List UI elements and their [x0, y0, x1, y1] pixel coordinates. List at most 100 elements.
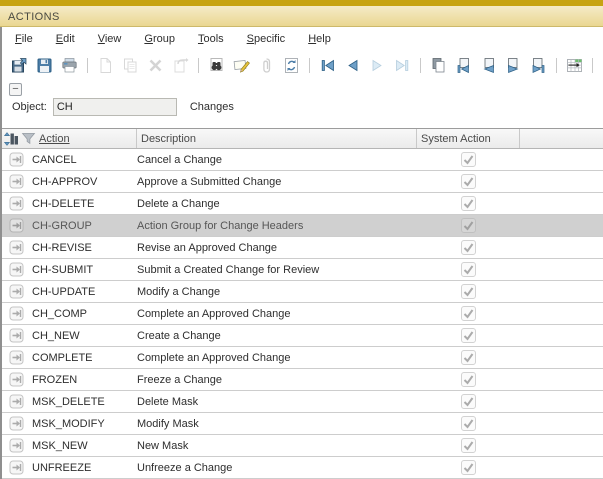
user-icon[interactable]: [598, 54, 603, 76]
refresh-icon[interactable]: [279, 54, 304, 76]
table-row[interactable]: UNFREEZE Unfreeze a Change: [2, 457, 603, 479]
text-editor-icon[interactable]: [229, 54, 254, 76]
menu-group[interactable]: Group: [144, 32, 175, 45]
system-action-checkbox: [461, 284, 476, 299]
table-row[interactable]: CANCEL Cancel a Change: [2, 149, 603, 171]
checkmark-icon: [463, 199, 474, 209]
table-row[interactable]: CH-SUBMIT Submit a Created Change for Re…: [2, 259, 603, 281]
table-row[interactable]: CH_COMP Complete an Approved Change: [2, 303, 603, 325]
table-row[interactable]: CH-REVISE Revise an Approved Change: [2, 237, 603, 259]
undo-icon[interactable]: [168, 54, 193, 76]
menu-view[interactable]: View: [97, 32, 122, 45]
open-record-icon[interactable]: [9, 218, 24, 233]
description-cell: Create a Change: [137, 329, 221, 342]
next-group-icon[interactable]: [501, 54, 526, 76]
object-panel: − Object: Changes: [2, 80, 603, 128]
description-cell: Complete an Approved Change: [137, 307, 291, 320]
table-row[interactable]: CH_NEW Create a Change: [2, 325, 603, 347]
toolbar-separator: [592, 57, 593, 73]
new-record-icon[interactable]: [93, 54, 118, 76]
open-record-icon[interactable]: [9, 196, 24, 211]
table-row[interactable]: CH-APPROV Approve a Submitted Change: [2, 171, 603, 193]
menu-tools[interactable]: Tools: [197, 32, 224, 45]
checkmark-icon: [463, 397, 474, 407]
prev-group-icon[interactable]: [476, 54, 501, 76]
records-icon[interactable]: [426, 54, 451, 76]
toolbar-separator: [87, 57, 88, 73]
column-header-empty: [520, 129, 603, 148]
table-row[interactable]: COMPLETE Complete an Approved Change: [2, 347, 603, 369]
checkmark-icon: [463, 441, 474, 451]
open-record-icon[interactable]: [9, 328, 24, 343]
system-action-checkbox: [461, 240, 476, 255]
open-record-icon[interactable]: [9, 152, 24, 167]
description-cell: Cancel a Change: [137, 153, 223, 166]
menu-file[interactable]: File: [15, 32, 33, 45]
open-record-icon[interactable]: [9, 174, 24, 189]
menu-help[interactable]: Help: [308, 32, 331, 45]
open-record-icon[interactable]: [9, 372, 24, 387]
object-input[interactable]: [52, 98, 177, 116]
table-row[interactable]: CH-DELETE Delete a Change: [2, 193, 603, 215]
sort-icon[interactable]: [3, 131, 19, 147]
last-record-icon[interactable]: [390, 54, 415, 76]
action-cell: MSK_DELETE: [32, 395, 105, 408]
print-icon[interactable]: [57, 54, 82, 76]
checkmark-icon: [463, 177, 474, 187]
system-action-checkbox: [461, 372, 476, 387]
attachment-icon[interactable]: [254, 54, 279, 76]
column-header-system-action[interactable]: System Action: [417, 129, 520, 148]
description-cell: Revise an Approved Change: [137, 241, 278, 254]
save-close-icon[interactable]: [7, 54, 32, 76]
menu-edit[interactable]: Edit: [55, 32, 75, 45]
filter-icon[interactable]: [21, 131, 36, 146]
open-record-icon[interactable]: [9, 240, 24, 255]
open-record-icon[interactable]: [9, 262, 24, 277]
first-record-icon[interactable]: [315, 54, 340, 76]
system-action-checkbox: [461, 328, 476, 343]
open-record-icon[interactable]: [9, 306, 24, 321]
open-record-icon[interactable]: [9, 460, 24, 475]
description-cell: Action Group for Change Headers: [137, 219, 304, 232]
table-header: Action Description System Action: [2, 128, 603, 149]
open-record-icon[interactable]: [9, 350, 24, 365]
open-record-icon[interactable]: [9, 284, 24, 299]
checkmark-icon: [463, 463, 474, 473]
table-body: CANCEL Cancel a Change CH-APPROV Approve…: [2, 149, 603, 479]
table-row[interactable]: MSK_MODIFY Modify Mask: [2, 413, 603, 435]
delete-icon[interactable]: [143, 54, 168, 76]
save-icon[interactable]: [32, 54, 57, 76]
action-cell: CH-REVISE: [32, 241, 92, 254]
prev-record-icon[interactable]: [340, 54, 365, 76]
next-record-icon[interactable]: [365, 54, 390, 76]
duplicate-icon[interactable]: [118, 54, 143, 76]
description-cell: Modify Mask: [137, 417, 199, 430]
table-row[interactable]: CH-UPDATE Modify a Change: [2, 281, 603, 303]
action-cell: CH-GROUP: [32, 219, 92, 232]
open-record-icon[interactable]: [9, 416, 24, 431]
collapse-button[interactable]: −: [9, 83, 22, 96]
action-cell: CH-UPDATE: [32, 285, 96, 298]
column-header-action[interactable]: Action: [2, 129, 137, 148]
description-cell: Delete a Change: [137, 197, 220, 210]
open-record-icon[interactable]: [9, 438, 24, 453]
open-record-icon[interactable]: [9, 394, 24, 409]
column-header-description[interactable]: Description: [137, 129, 417, 148]
table-view-icon[interactable]: [562, 54, 587, 76]
system-action-checkbox: [461, 152, 476, 167]
menu-specific[interactable]: Specific: [246, 32, 286, 45]
table-row[interactable]: MSK_DELETE Delete Mask: [2, 391, 603, 413]
last-group-icon[interactable]: [526, 54, 551, 76]
find-icon[interactable]: [204, 54, 229, 76]
checkmark-icon: [463, 353, 474, 363]
table-row-selected[interactable]: CH-GROUP Action Group for Change Headers: [2, 215, 603, 237]
toolbar-separator: [198, 57, 199, 73]
window-titlebar: ACTIONS: [0, 0, 603, 27]
system-action-checkbox: [461, 350, 476, 365]
first-group-icon[interactable]: [451, 54, 476, 76]
table-row[interactable]: FROZEN Freeze a Change: [2, 369, 603, 391]
action-cell: CANCEL: [32, 153, 77, 166]
menu-bar: File Edit View Group Tools Specific Help: [2, 27, 603, 50]
table-row[interactable]: MSK_NEW New Mask: [2, 435, 603, 457]
system-action-checkbox: [461, 460, 476, 475]
